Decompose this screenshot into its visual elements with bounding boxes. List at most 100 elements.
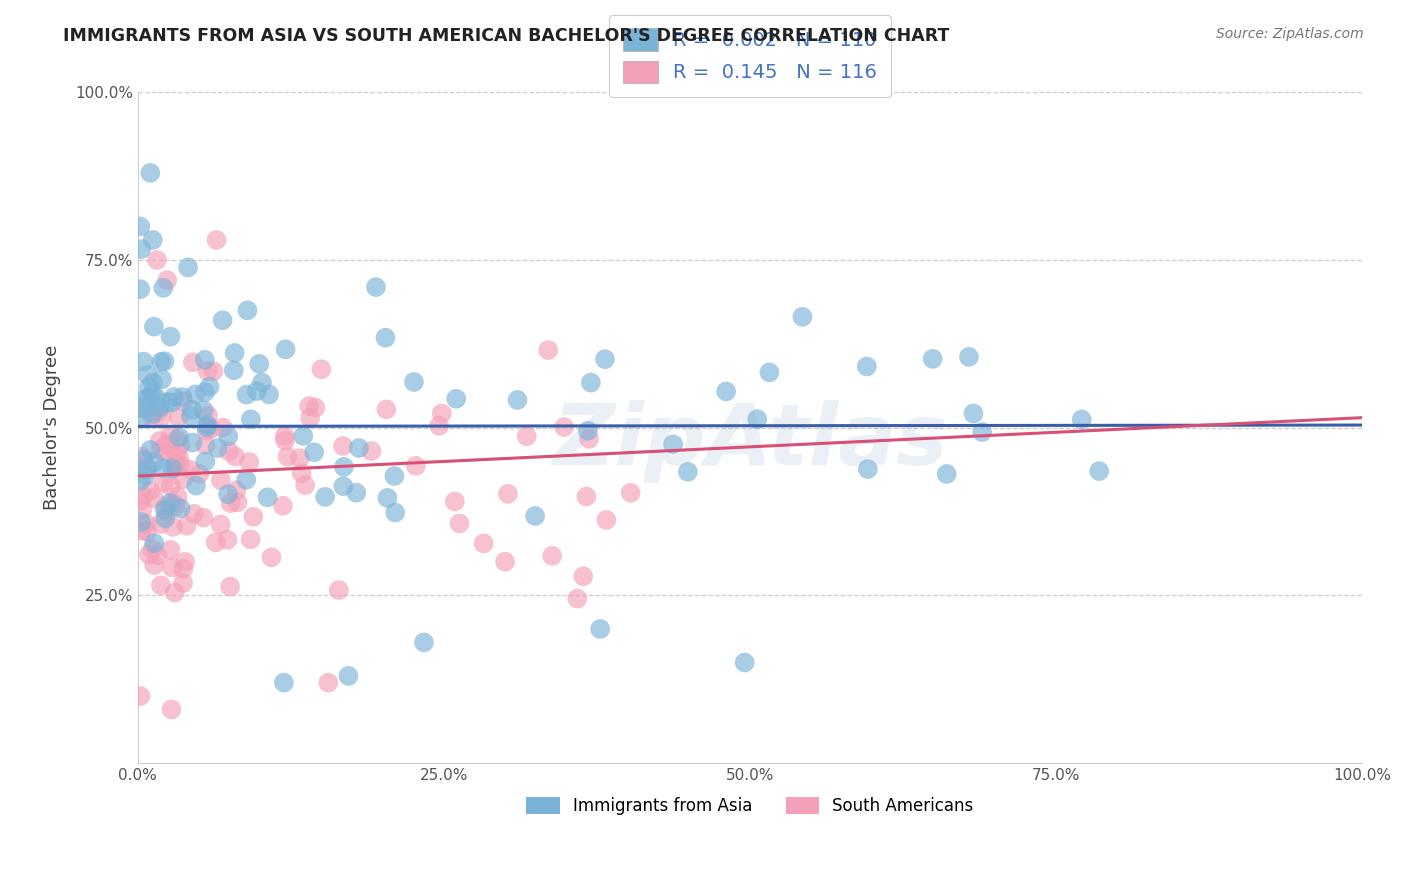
Point <box>138 548 160 562</box>
Point <box>430 406 453 420</box>
Point <box>328 582 350 597</box>
Point <box>194 385 217 400</box>
Point <box>962 407 984 421</box>
Point <box>662 437 685 451</box>
Point <box>271 499 294 513</box>
Point <box>134 468 156 483</box>
Point <box>163 585 186 599</box>
Point <box>364 280 387 294</box>
Point <box>155 505 177 519</box>
Point <box>153 445 176 459</box>
Point <box>198 379 221 393</box>
Point <box>200 422 222 436</box>
Point <box>138 380 160 394</box>
Point <box>957 350 980 364</box>
Point <box>160 702 183 716</box>
Point <box>578 432 600 446</box>
Point <box>734 656 756 670</box>
Point <box>758 365 780 379</box>
Point <box>149 578 172 592</box>
Point <box>132 488 155 502</box>
Point <box>131 450 153 464</box>
Point <box>188 467 211 481</box>
Point <box>142 233 165 247</box>
Point <box>972 425 994 439</box>
Point <box>276 450 298 464</box>
Point <box>159 329 181 343</box>
Point <box>165 500 187 514</box>
Point <box>159 479 181 493</box>
Point <box>224 450 246 464</box>
Point <box>239 533 262 547</box>
Point <box>129 474 152 488</box>
Point <box>169 430 191 444</box>
Point <box>132 354 155 368</box>
Point <box>402 375 425 389</box>
Point <box>139 484 162 499</box>
Point <box>1070 412 1092 426</box>
Point <box>177 260 200 275</box>
Point <box>299 411 322 425</box>
Point <box>197 409 219 423</box>
Point <box>405 458 427 473</box>
Point <box>593 352 616 367</box>
Point <box>235 387 257 401</box>
Point <box>165 460 187 475</box>
Point <box>250 376 273 390</box>
Point <box>131 502 153 516</box>
Point <box>202 364 225 378</box>
Point <box>572 569 595 583</box>
Point <box>589 622 612 636</box>
Point <box>524 508 547 523</box>
Point <box>172 394 194 409</box>
Point <box>292 429 315 443</box>
Point <box>344 485 367 500</box>
Point <box>194 352 217 367</box>
Point <box>155 499 177 513</box>
Point <box>222 363 245 377</box>
Point <box>180 409 202 423</box>
Point <box>132 453 155 467</box>
Point <box>553 420 575 434</box>
Point <box>219 496 242 510</box>
Point <box>139 166 162 180</box>
Point <box>129 282 152 296</box>
Point <box>537 343 560 357</box>
Point <box>304 401 326 415</box>
Point <box>129 524 152 538</box>
Point <box>172 472 194 486</box>
Point <box>184 387 207 401</box>
Point <box>181 435 204 450</box>
Point <box>129 219 152 234</box>
Point <box>166 446 188 460</box>
Point <box>567 591 589 606</box>
Point <box>142 407 165 421</box>
Point <box>260 550 283 565</box>
Point <box>129 515 152 529</box>
Point <box>288 451 311 466</box>
Point <box>676 465 699 479</box>
Point <box>148 404 170 418</box>
Point <box>211 313 233 327</box>
Point <box>195 420 218 434</box>
Point <box>135 459 157 474</box>
Point <box>172 576 194 591</box>
Point <box>273 429 295 443</box>
Point <box>225 483 247 498</box>
Point <box>139 442 162 457</box>
Point <box>935 467 957 481</box>
Point <box>224 346 246 360</box>
Point <box>131 242 153 256</box>
Point <box>218 444 240 458</box>
Point <box>174 555 197 569</box>
Point <box>131 401 153 415</box>
Point <box>211 420 233 434</box>
Point <box>162 520 184 534</box>
Point <box>620 485 643 500</box>
Point <box>205 233 228 247</box>
Point <box>209 473 232 487</box>
Point <box>449 516 471 531</box>
Legend: Immigrants from Asia, South Americans: Immigrants from Asia, South Americans <box>520 790 980 822</box>
Point <box>135 524 157 539</box>
Point <box>193 403 215 417</box>
